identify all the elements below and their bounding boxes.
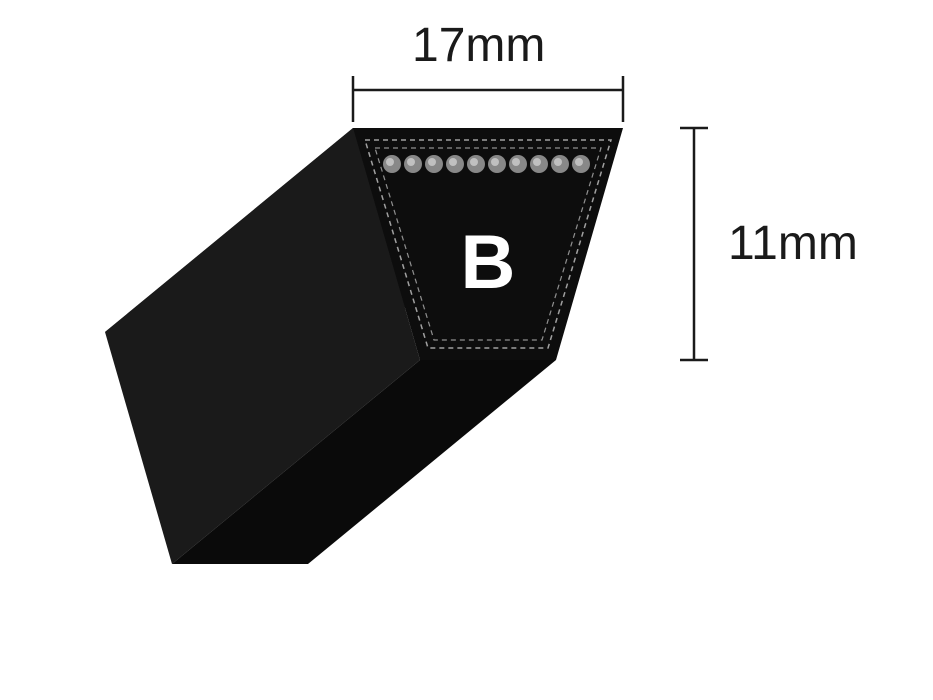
height-label: 11mm <box>728 216 858 271</box>
belt-letter: B <box>461 220 516 305</box>
belt-svg: B <box>0 0 933 700</box>
belt-diagram-canvas: B 17mm 11mm <box>0 0 933 700</box>
width-label: 17mm <box>412 18 545 73</box>
width-dimension <box>353 76 623 122</box>
height-dimension <box>680 128 708 360</box>
